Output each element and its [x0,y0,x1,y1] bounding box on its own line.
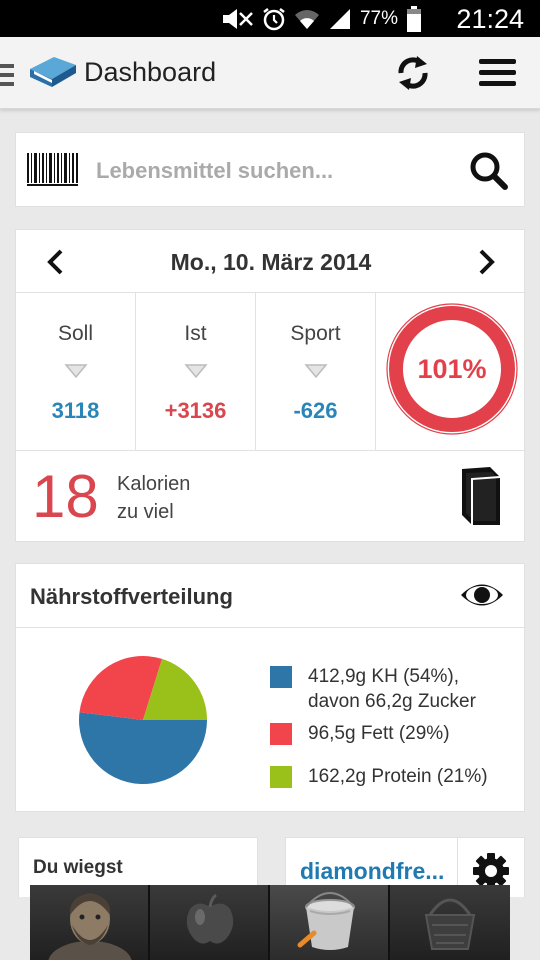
food-search-card [15,132,525,207]
pie-slice [79,656,163,720]
surplus-amount: 18 [32,463,99,530]
avatar-icon [48,893,132,960]
legend-swatch [270,666,292,688]
stat-value: 3118 [51,398,100,423]
stat-value: +3136 [164,398,227,423]
pie-slice [79,712,207,784]
drawer-icon[interactable] [0,64,16,86]
calorie-stats: Soll 3118 Ist +3136 Sport -626 101% [16,293,526,451]
stat-target[interactable]: Soll 3118 [16,293,136,451]
stat-label: Ist [184,322,207,345]
weight-label: Du wiegst [33,857,123,878]
triangle-down-icon [184,364,208,379]
stat-label: Sport [290,322,341,345]
legend-label: 96,5g Fett (29%) [308,723,450,744]
search-icon[interactable] [469,151,509,191]
legend-label: 162,2g Protein (21%) [308,766,488,787]
action-bar: Dashboard [0,37,540,109]
triangle-down-icon [64,364,88,379]
nutrient-header: Nährstoffverteilung [16,564,526,628]
calorie-surplus-row: 18 Kalorien zu viel [16,451,526,543]
progress-ring-arc [389,306,515,432]
bottom-tab-bar [30,885,510,960]
stat-actual[interactable]: Ist +3136 [136,293,256,451]
nutrient-title: Nährstoffverteilung [30,584,233,609]
page-title: Dashboard [84,57,217,87]
legend-swatch [270,723,292,745]
status-icons: 77% [220,6,422,32]
menu-icon[interactable] [479,59,516,92]
current-date[interactable]: Mo., 10. März 2014 [170,249,372,275]
barcode-icon[interactable] [27,153,79,187]
progress-ring[interactable] [384,301,520,437]
sync-icon[interactable] [393,54,433,92]
stat-label: Soll [57,322,94,345]
battery-percent: 77% [359,8,398,29]
eye-icon[interactable] [459,580,505,610]
progress-percent: 101% [417,354,487,384]
username[interactable]: diamondfre... [300,858,445,884]
surplus-unit-label: Kalorien [117,473,191,495]
signal-icon [329,9,350,29]
clock: 21:24 [456,4,524,34]
bucket-tab[interactable] [270,885,390,960]
chevron-right-icon[interactable] [476,248,498,276]
legend-label: 412,9g KH (54%), davon 66,2g Zucker [308,666,476,712]
status-bar: 77% 21:24 [0,0,540,37]
pie-slice [143,658,207,720]
stat-value: -626 [293,398,338,423]
bucket-icon [297,892,355,950]
surplus-status-label: zu viel [117,501,174,523]
diary-book-icon[interactable] [456,465,504,527]
divider [457,838,458,898]
nutrient-distribution-card: Nährstoffverteilung 412,9g KH (54%), dav… [15,563,526,812]
basket-icon [424,898,476,950]
wifi-icon [294,10,319,29]
app-logo-icon[interactable] [28,53,78,91]
basket-tab[interactable] [390,885,510,960]
stat-sport[interactable]: Sport -626 [256,293,376,451]
chevron-left-icon[interactable] [44,248,66,276]
day-summary-card: Mo., 10. März 2014 Soll 3118 Ist +3136 S… [15,229,526,543]
nutrient-pie-chart [79,656,207,784]
gear-icon[interactable] [472,852,510,890]
date-navigation: Mo., 10. März 2014 [16,230,526,293]
apple-icon [186,893,234,944]
avatar-tab[interactable] [30,885,150,960]
alarm-icon [263,8,285,31]
legend-swatch [270,766,292,788]
battery-icon [407,6,421,32]
food-tab[interactable] [150,885,270,960]
food-search-input[interactable] [96,155,436,187]
triangle-down-icon [304,364,328,379]
mute-icon [222,9,253,29]
